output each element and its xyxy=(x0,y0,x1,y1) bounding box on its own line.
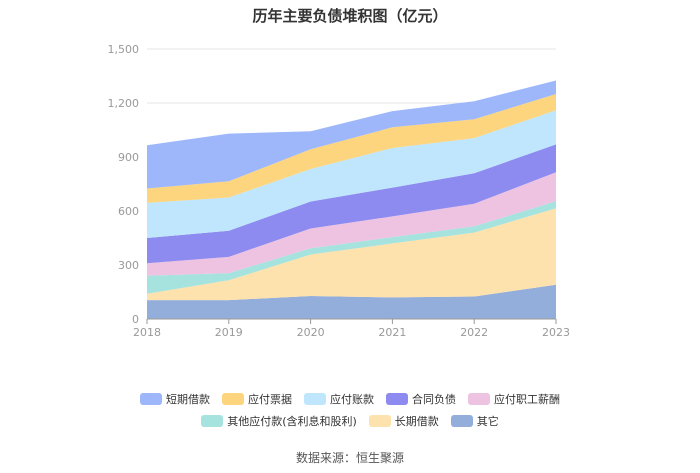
area-其他应付款(含利息和股利) xyxy=(147,201,556,294)
x-tick-label: 2019 xyxy=(215,326,243,339)
legend-item[interactable]: 应付账款 xyxy=(304,391,374,407)
y-tick-label: 1,200 xyxy=(108,97,140,110)
x-tick-label: 2023 xyxy=(542,326,570,339)
legend-item[interactable]: 合同负债 xyxy=(386,391,456,407)
stacked-area-chart: 0 300 600 900 1,200 1,500 2018 2019 2020 2021 202… xyxy=(108,43,571,339)
legend-label: 应付票据 xyxy=(248,393,292,406)
x-tick-label: 2018 xyxy=(133,326,161,339)
legend-item[interactable]: 其他应付款(含利息和股利) xyxy=(201,413,357,429)
x-tick-label: 2020 xyxy=(297,326,325,339)
legend-row: 其他应付款(含利息和股利) 长期借款 其它 xyxy=(0,411,700,431)
legend-item[interactable]: 应付票据 xyxy=(222,391,292,407)
legend-label: 短期借款 xyxy=(166,393,210,406)
legend-swatch xyxy=(368,415,391,427)
legend-label: 其他应付款(含利息和股利) xyxy=(227,415,357,428)
legend-item[interactable]: 应付职工薪酬 xyxy=(468,391,560,407)
legend-swatch xyxy=(201,415,224,427)
area-series xyxy=(147,80,556,319)
area-应付账款 xyxy=(147,110,556,238)
legend-item[interactable]: 长期借款 xyxy=(368,413,439,429)
legend-label: 长期借款 xyxy=(394,415,439,428)
legend-swatch xyxy=(386,393,408,405)
legend-item[interactable]: 其它 xyxy=(450,413,499,429)
area-长期借款 xyxy=(147,208,556,301)
area-其它 xyxy=(147,284,556,319)
area-应付票据 xyxy=(147,94,556,203)
legend-swatch xyxy=(468,393,490,405)
x-tick-label: 2021 xyxy=(378,326,406,339)
legend-label: 应付账款 xyxy=(330,393,374,406)
legend-label: 其它 xyxy=(476,415,499,428)
area-合同负债 xyxy=(147,144,556,264)
chart-title: 历年主要负债堆积图（亿元） xyxy=(252,7,448,25)
x-tick-label: 2022 xyxy=(460,326,488,339)
area-短期借款 xyxy=(147,80,556,189)
y-axis-ticks: 0 300 600 900 1,200 1,500 xyxy=(108,43,140,326)
data-source-note: 数据来源：恒生聚源 xyxy=(295,451,404,465)
legend-label: 应付职工薪酬 xyxy=(494,393,560,406)
x-axis: 2018 2019 2020 2021 2022 2023 xyxy=(133,318,570,339)
legend-swatch xyxy=(222,393,244,405)
legend-row: 短期借款 应付票据 应付账款 合同负债 应付职工薪酬 xyxy=(0,389,700,409)
y-tick-label: 600 xyxy=(118,205,139,218)
y-tick-label: 300 xyxy=(118,259,139,272)
legend: 短期借款 应付票据 应付账款 合同负债 应付职工薪酬 其他应付款(含利息和股利) 长期借款其… xyxy=(0,389,700,433)
legend-swatch xyxy=(140,393,162,405)
legend-swatch xyxy=(450,415,473,427)
legend-label: 合同负债 xyxy=(412,393,456,406)
legend-item[interactable]: 短期借款 xyxy=(140,391,210,407)
y-tick-label: 1,500 xyxy=(108,43,140,56)
legend-swatch xyxy=(304,393,326,405)
y-tick-label: 900 xyxy=(118,151,139,164)
y-tick-label: 0 xyxy=(132,313,139,326)
area-应付职工薪酬 xyxy=(147,172,556,276)
